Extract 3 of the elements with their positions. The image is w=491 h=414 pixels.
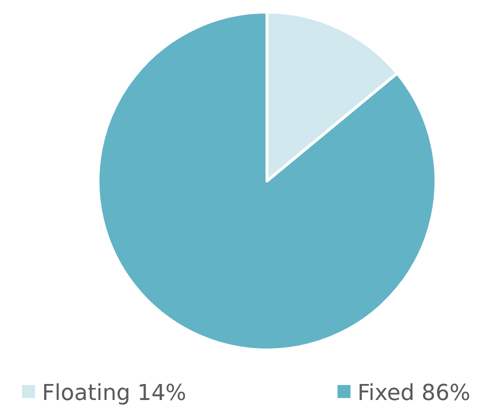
legend-label: Fixed 86% — [358, 381, 470, 406]
legend-label: Floating 14% — [42, 381, 186, 406]
pie-slice — [96, 10, 438, 352]
